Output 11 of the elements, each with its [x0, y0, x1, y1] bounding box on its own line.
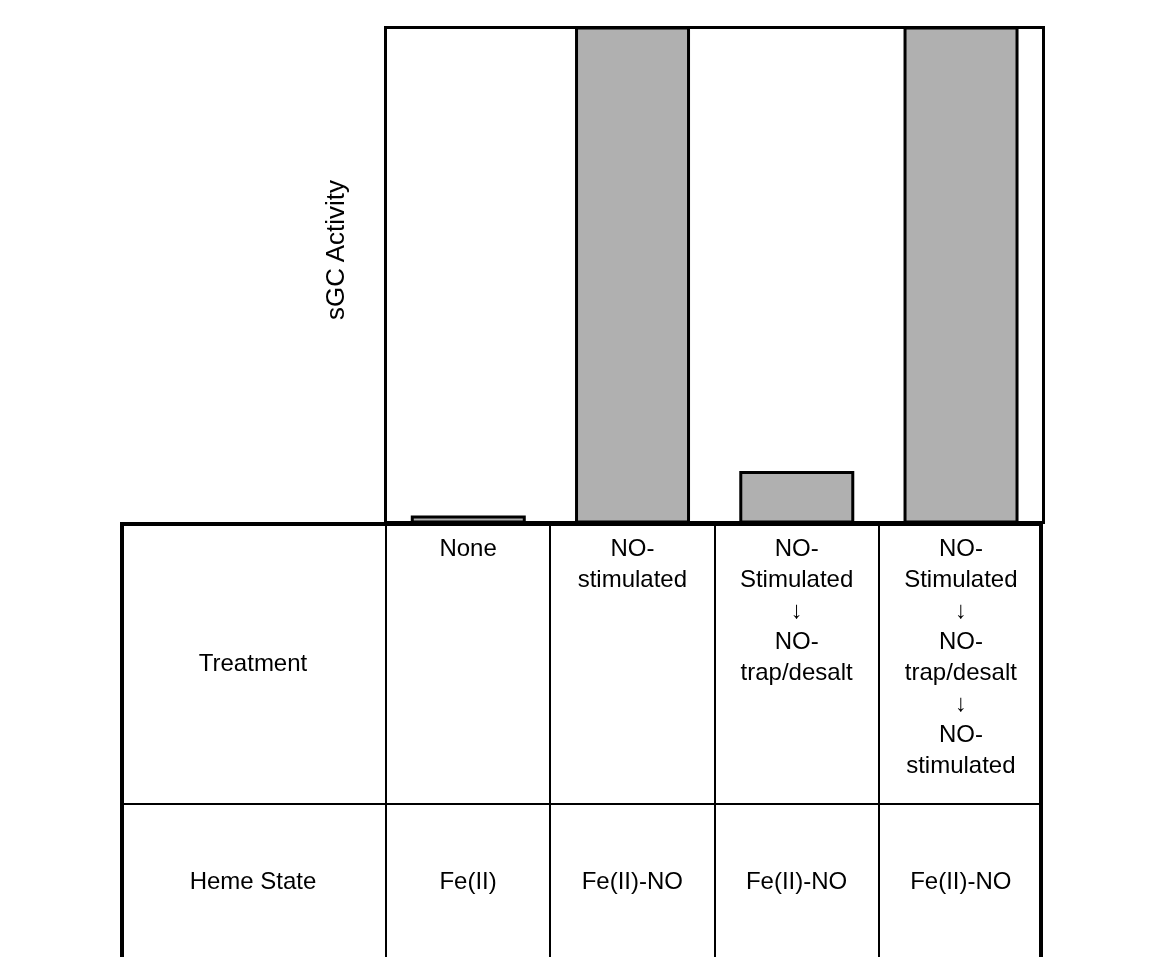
- x-tick-label: NO- Stimulated ↓ NO- trap/desalt: [739, 533, 854, 687]
- x-tick-label: NO- stimulated: [577, 533, 688, 594]
- text: Fe(II)-NO: [580, 865, 685, 896]
- x-tick-label: NO- Stimulated ↓ NO- trap/desalt ↓ NO- stimulated: [904, 533, 1018, 780]
- text: Fe(II): [438, 865, 498, 896]
- x-tick-label: None: [439, 533, 497, 563]
- text: Fe(II)-NO: [744, 865, 849, 896]
- text: Heme State: [188, 865, 318, 896]
- text: Fe(II)-NO: [909, 865, 1013, 896]
- y-axis-title: sGC Activity: [319, 179, 351, 321]
- text: Treatment: [197, 648, 309, 678]
